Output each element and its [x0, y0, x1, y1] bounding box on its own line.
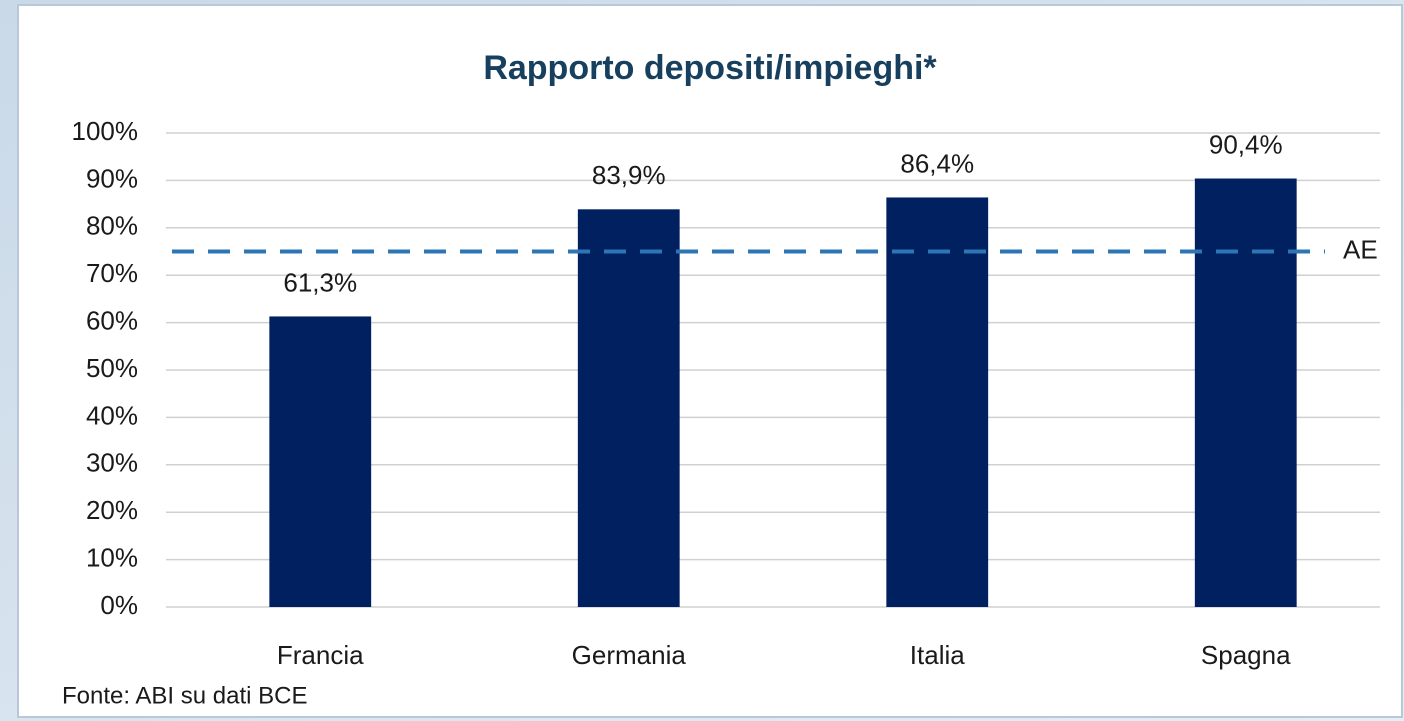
panel: [17, 4, 1403, 718]
x-tick-label: Francia: [277, 640, 364, 670]
x-tick-label: Spagna: [1201, 640, 1291, 670]
value-label: 90,4%: [1209, 129, 1283, 159]
x-tick-label: Italia: [910, 640, 965, 670]
y-tick-label: 40%: [86, 400, 138, 430]
source-note: Fonte: ABI su dati BCE: [62, 682, 307, 709]
y-tick-label: 60%: [86, 305, 138, 335]
value-label: 83,9%: [592, 160, 666, 190]
bar: [269, 316, 372, 607]
chart-title: Rapporto depositi/impieghi*: [483, 49, 937, 87]
y-tick-label: 30%: [86, 448, 138, 478]
reference-label: AE: [1343, 234, 1378, 264]
y-tick-label: 90%: [86, 163, 138, 193]
y-tick-label: 100%: [72, 116, 139, 146]
y-tick-label: 50%: [86, 353, 138, 383]
bar: [577, 209, 680, 607]
y-tick-label: 70%: [86, 258, 138, 288]
y-tick-label: 20%: [86, 495, 138, 525]
value-label: 86,4%: [900, 148, 974, 178]
x-tick-label: Germania: [572, 640, 687, 670]
y-tick-label: 80%: [86, 211, 138, 241]
y-tick-label: 10%: [86, 542, 138, 572]
bar: [886, 197, 989, 608]
bar: [1194, 178, 1297, 607]
value-label: 61,3%: [283, 267, 357, 297]
y-tick-label: 0%: [100, 590, 138, 620]
